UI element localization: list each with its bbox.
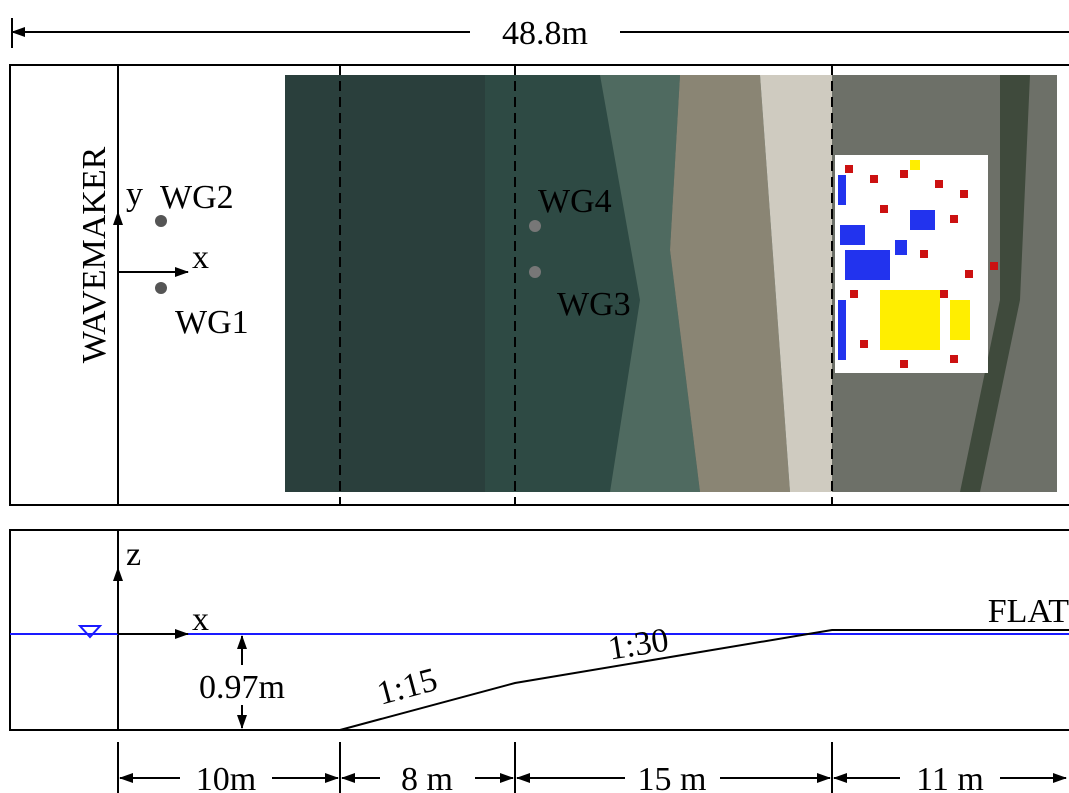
gauge-label: WG2 — [160, 179, 234, 216]
wavemaker-label: WAVEMAKER — [76, 146, 113, 363]
depth-label: 0.97m — [199, 669, 285, 706]
flat-label: FLAT — [988, 593, 1069, 630]
aerial-photo — [285, 75, 1057, 492]
gauge-label: WG4 — [538, 183, 612, 220]
axis-x: x — [192, 239, 209, 276]
segment-label: 8 m — [401, 761, 453, 793]
gauge-label: WG3 — [557, 286, 631, 323]
gauge-label: WG1 — [175, 304, 249, 341]
overall-dimension: 48.8m — [12, 15, 1069, 52]
axis-z: z — [126, 536, 141, 573]
plan-view: WAVEMAKER y x WG1 WG2 WG3 WG4 — [10, 65, 1069, 505]
slope-label: 1:30 — [606, 622, 671, 668]
diagram: 48.8m WAVEMAKER y x — [0, 0, 1069, 793]
segment-label: 15 m — [638, 761, 707, 793]
axis-x: x — [192, 601, 209, 638]
axis-y: y — [126, 176, 143, 213]
segment-label: 11 m — [916, 761, 984, 793]
profile-view: z x 0.97m 1:15 1:30 FLAT — [10, 530, 1069, 730]
overall-length: 48.8m — [502, 15, 588, 52]
segment-label: 10m — [196, 761, 256, 793]
segment-dimensions: 10m 8 m 15 m 11 m — [118, 742, 1066, 793]
